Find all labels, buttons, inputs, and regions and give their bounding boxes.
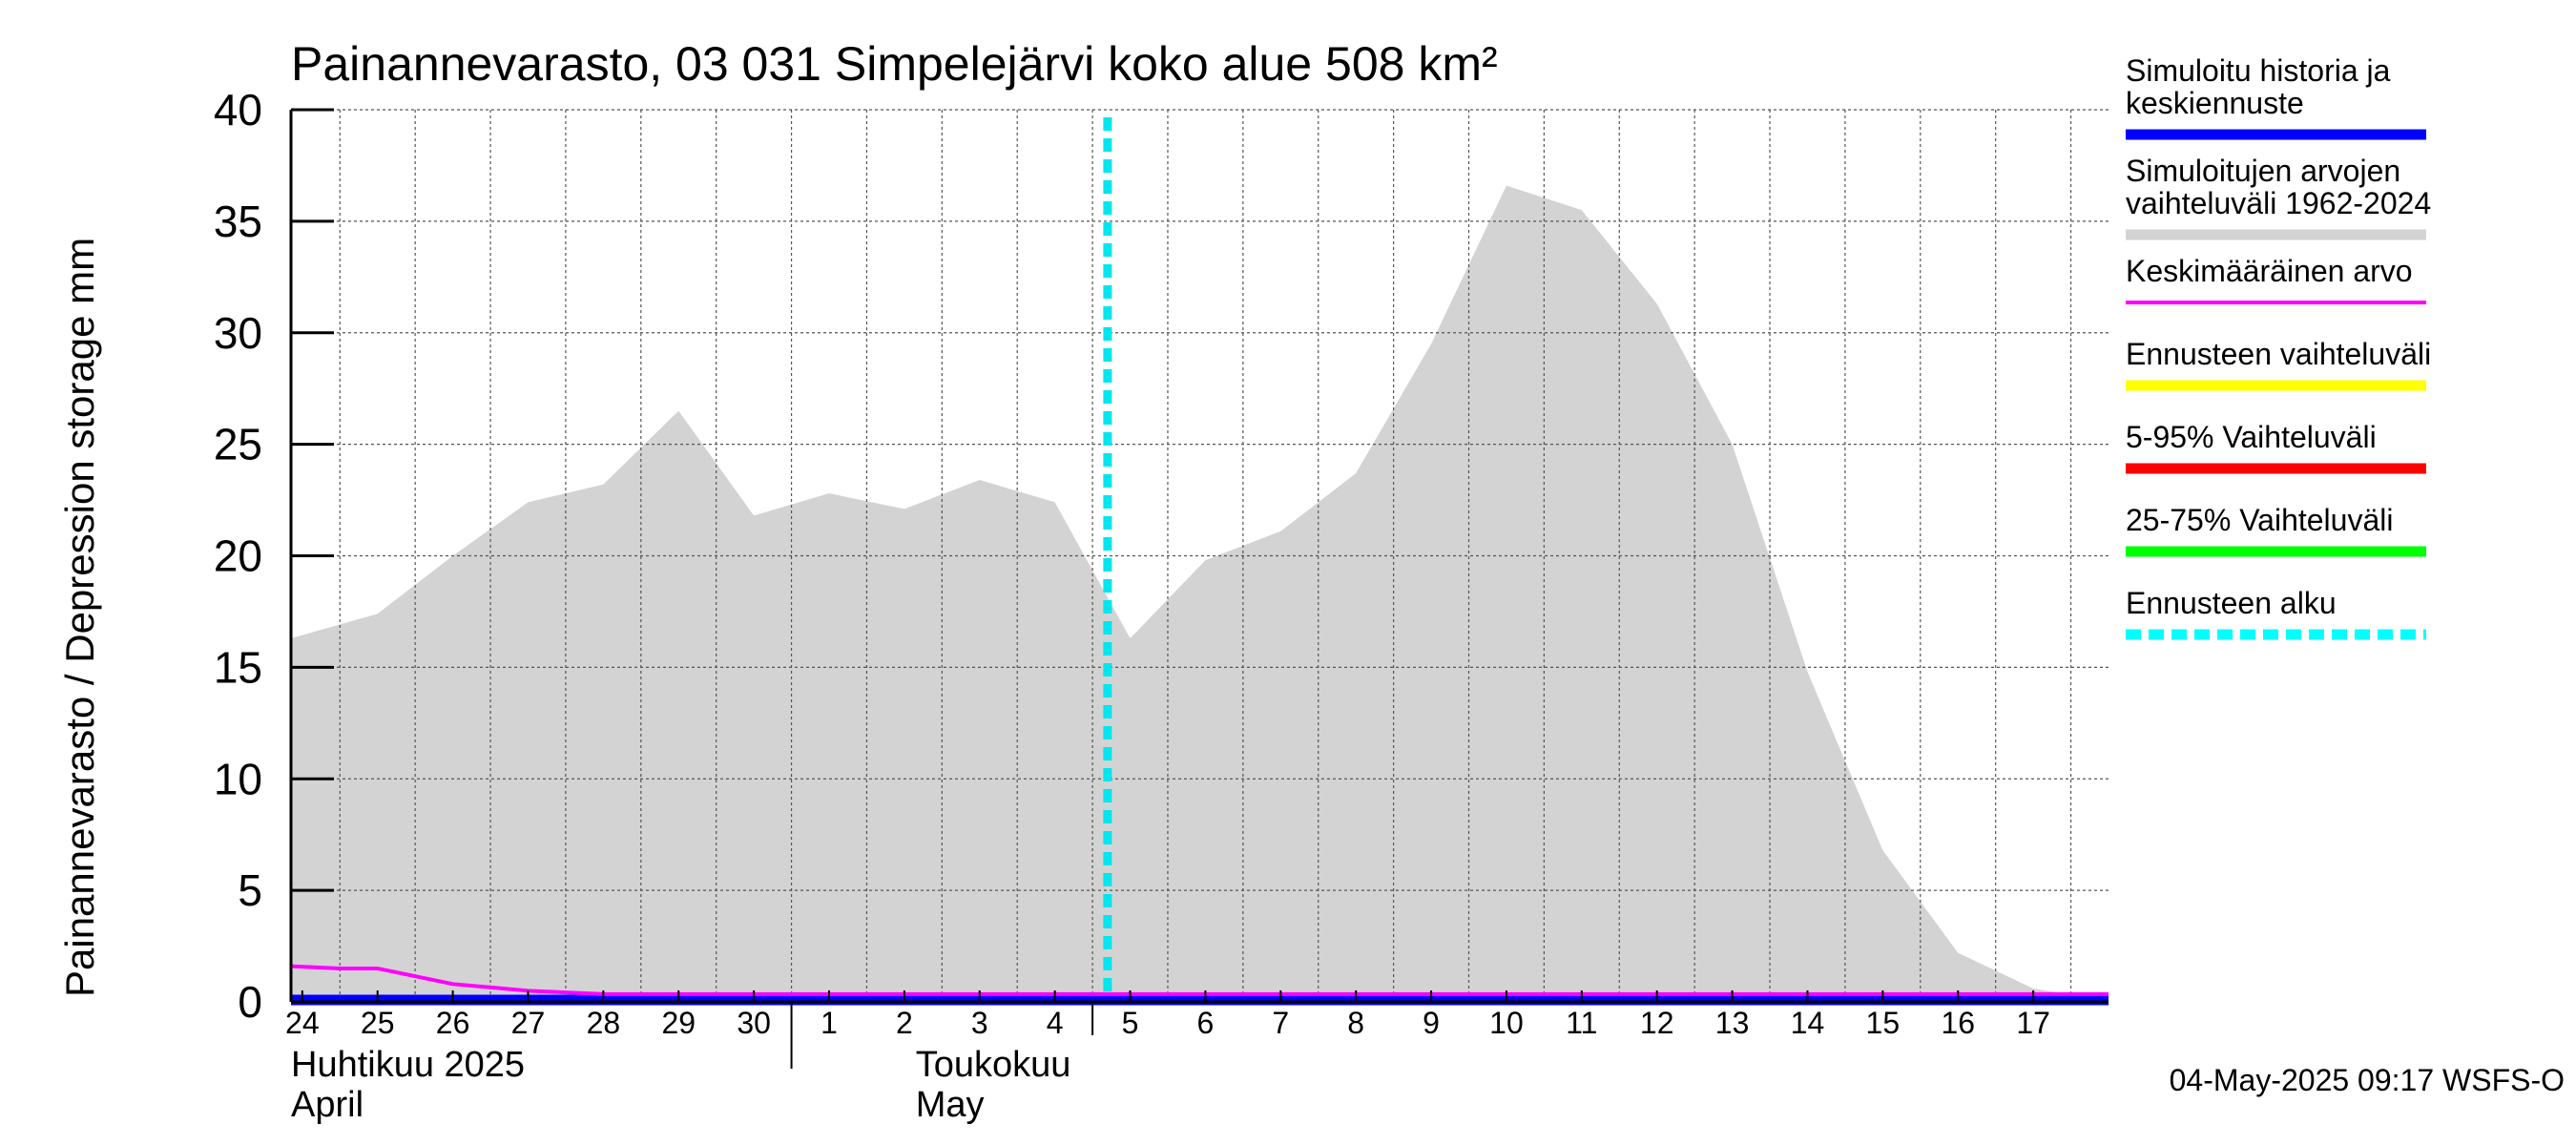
x-tick-label: 14 [1791, 1006, 1825, 1040]
x-tick-label: 17 [2016, 1006, 2050, 1040]
month-label-fi: Huhtikuu 2025 [291, 1045, 525, 1085]
y-tick-label: 20 [214, 531, 262, 581]
x-tick-label: 26 [436, 1006, 470, 1040]
variation-band-area [291, 185, 2109, 1003]
legend-label: keskiennuste [2126, 86, 2304, 120]
y-tick-label: 35 [214, 197, 262, 246]
timestamp-label: 04-May-2025 09:17 WSFS-O [2170, 1063, 2565, 1097]
month-label-en: April [291, 1085, 364, 1125]
variation-band-layer [291, 185, 2109, 1003]
legend-label: 25-75% Vaihteluväli [2126, 503, 2393, 537]
x-tick-label: 13 [1715, 1006, 1750, 1040]
x-tick-label: 25 [361, 1006, 395, 1040]
month-label-fi: Toukokuu [916, 1045, 1071, 1085]
x-tick-label: 2 [896, 1006, 913, 1040]
x-tick-label: 30 [737, 1006, 771, 1040]
x-tick-label: 5 [1122, 1006, 1139, 1040]
chart-title: Painannevarasto, 03 031 Simpelejärvi kok… [291, 37, 1498, 91]
legend-label: Ennusteen vaihteluväli [2126, 337, 2431, 371]
x-tick-label: 8 [1347, 1006, 1364, 1040]
x-tick-label: 4 [1047, 1006, 1064, 1040]
x-tick-label: 6 [1197, 1006, 1215, 1040]
x-tick-label: 24 [285, 1006, 320, 1040]
y-tick-label: 0 [238, 977, 262, 1027]
x-tick-label: 27 [511, 1006, 546, 1040]
legend-label: Simuloitu historia ja [2126, 53, 2391, 88]
legend-label: Simuloitujen arvojen [2126, 154, 2400, 188]
x-tick-label: 12 [1640, 1006, 1674, 1040]
y-tick-label: 10 [214, 754, 262, 803]
legend-label: 5-95% Vaihteluväli [2126, 420, 2377, 454]
x-tick-label: 29 [661, 1006, 696, 1040]
y-tick-label: 25 [214, 420, 262, 469]
x-tick-label: 28 [587, 1006, 621, 1040]
legend-label: Ennusteen alku [2126, 586, 2337, 620]
x-tick-label: 10 [1489, 1006, 1524, 1040]
x-tick-label: 7 [1272, 1006, 1289, 1040]
y-axis-label: Painannevarasto / Depression storage mm [57, 238, 102, 997]
x-tick-label: 1 [821, 1006, 838, 1040]
legend-label: Keskimääräinen arvo [2126, 254, 2413, 288]
y-tick-label: 5 [238, 865, 262, 915]
y-tick-label: 30 [214, 308, 262, 358]
month-label-en: May [916, 1085, 985, 1125]
x-tick-label: 9 [1423, 1006, 1440, 1040]
x-tick-label: 11 [1566, 1006, 1597, 1040]
x-tick-label: 15 [1866, 1006, 1901, 1040]
x-tick-label: 16 [1941, 1006, 1975, 1040]
y-tick-label: 15 [214, 642, 262, 692]
x-tick-label: 3 [971, 1006, 988, 1040]
y-tick-label: 40 [214, 85, 262, 135]
legend-label: vaihteluväli 1962-2024 [2126, 186, 2431, 220]
